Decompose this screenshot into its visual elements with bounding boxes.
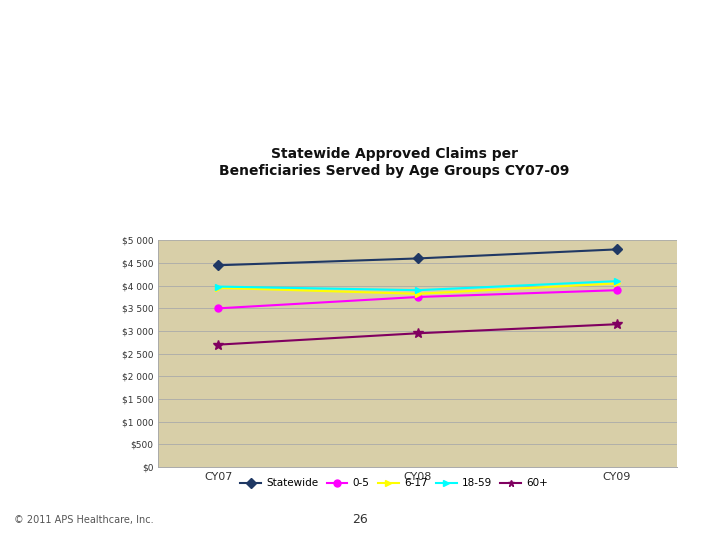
- 18-59: [413, 287, 422, 293]
- 18-59: [214, 284, 222, 290]
- Legend: Statewide, 0-5, 6-17, 18-59, 60+: Statewide, 0-5, 6-17, 18-59, 60+: [236, 474, 552, 492]
- 6-17: [613, 280, 621, 287]
- 60+: [413, 330, 422, 336]
- Text: Approved Claims by Age Groups: Approved Claims by Age Groups: [18, 25, 333, 44]
- Text: © 2011 APS Healthcare, Inc.: © 2011 APS Healthcare, Inc.: [14, 515, 154, 525]
- Line: 18-59: 18-59: [215, 278, 621, 294]
- Statewide: [413, 255, 422, 262]
- 0-5: [214, 305, 222, 312]
- Text: Statewide Approved Claims per
Beneficiaries Served by Age Groups CY07-09: Statewide Approved Claims per Beneficiar…: [219, 147, 570, 178]
- Line: 6-17: 6-17: [215, 280, 621, 298]
- Statewide: [613, 246, 621, 253]
- 6-17: [214, 285, 222, 291]
- Line: Statewide: Statewide: [215, 246, 621, 269]
- Text: 26: 26: [352, 513, 368, 526]
- 0-5: [613, 287, 621, 293]
- Line: 0-5: 0-5: [215, 287, 621, 312]
- Statewide: [214, 262, 222, 268]
- 6-17: [413, 291, 422, 297]
- Line: 60+: 60+: [213, 319, 622, 349]
- 0-5: [413, 294, 422, 300]
- 18-59: [613, 278, 621, 285]
- 60+: [214, 341, 222, 348]
- 60+: [613, 321, 621, 327]
